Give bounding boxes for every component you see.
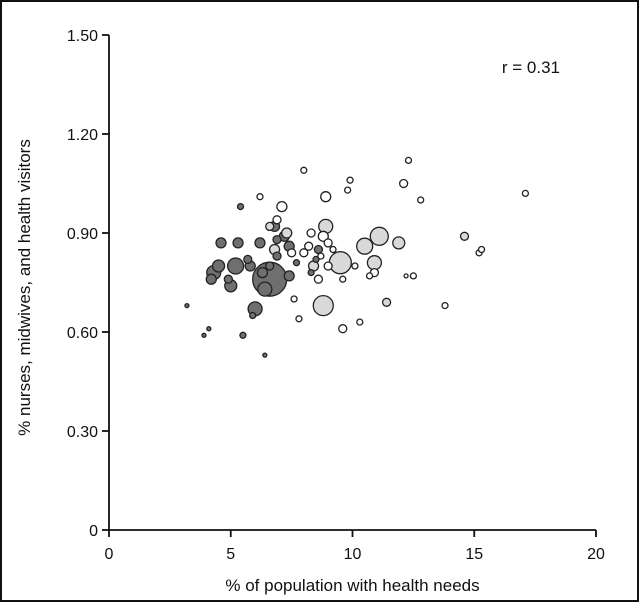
data-point-5 <box>213 260 225 272</box>
data-point-53 <box>324 239 332 247</box>
x-tick-label: 10 <box>344 546 362 563</box>
data-point-34 <box>266 222 274 230</box>
data-point-52 <box>313 296 333 316</box>
data-point-71 <box>404 274 408 278</box>
data-point-2 <box>207 327 211 331</box>
data-point-78 <box>479 247 485 253</box>
data-point-7 <box>224 275 232 283</box>
data-point-43 <box>301 167 307 173</box>
data-point-79 <box>522 190 528 196</box>
data-point-69 <box>393 237 405 249</box>
x-tick-label: 15 <box>465 546 483 563</box>
data-point-67 <box>370 227 388 245</box>
labels-layer: 0 5 10 15 20 0 0.30 0.60 0.90 1.20 1.50 % of popula… <box>15 28 605 595</box>
data-point-72 <box>406 157 412 163</box>
y-tick-label: 1.20 <box>67 127 98 144</box>
data-point-40 <box>291 296 297 302</box>
data-point-60 <box>347 177 353 183</box>
data-point-68 <box>383 298 391 306</box>
y-tick-label: 0.30 <box>67 424 98 441</box>
data-point-11 <box>237 204 243 210</box>
data-point-37 <box>277 202 287 212</box>
data-point-47 <box>314 275 322 283</box>
data-point-31 <box>308 270 314 276</box>
data-point-54 <box>324 262 332 270</box>
data-point-73 <box>410 273 416 279</box>
data-point-3 <box>206 274 216 284</box>
data-point-61 <box>352 263 358 269</box>
data-point-76 <box>461 232 469 240</box>
data-point-12 <box>240 332 246 338</box>
data-point-15 <box>250 313 256 319</box>
data-point-21 <box>266 262 274 270</box>
data-point-18 <box>257 268 267 278</box>
data-point-13 <box>244 255 252 263</box>
data-point-6 <box>216 238 226 248</box>
data-point-20 <box>258 282 272 296</box>
data-point-74 <box>418 197 424 203</box>
x-axis-title: % of population with health needs <box>225 576 479 595</box>
data-point-9 <box>228 258 244 274</box>
data-point-39 <box>288 249 296 257</box>
correlation-annotation: r = 0.31 <box>502 58 560 77</box>
data-point-0 <box>185 304 189 308</box>
data-point-44 <box>305 242 313 250</box>
data-point-38 <box>282 228 292 238</box>
y-axis-title: % nurses, midwives, and health visitors <box>15 139 34 436</box>
data-point-75 <box>442 303 448 309</box>
data-point-36 <box>273 216 281 224</box>
data-point-17 <box>255 238 265 248</box>
data-point-58 <box>340 276 346 282</box>
y-tick-label: 0.90 <box>67 226 98 243</box>
data-point-25 <box>284 271 294 281</box>
data-point-33 <box>257 194 263 200</box>
data-point-10 <box>233 238 243 248</box>
data-point-26 <box>263 353 267 357</box>
data-point-48 <box>318 253 324 259</box>
data-point-70 <box>400 180 408 188</box>
x-tick-label: 5 <box>226 546 235 563</box>
data-point-57 <box>339 325 347 333</box>
data-point-63 <box>357 238 373 254</box>
data-point-1 <box>202 333 206 337</box>
y-tick-label: 1.50 <box>67 28 98 45</box>
data-point-30 <box>314 246 322 254</box>
data-point-62 <box>357 319 363 325</box>
data-point-56 <box>329 252 351 274</box>
data-point-59 <box>345 187 351 193</box>
x-tick-label: 20 <box>587 546 605 563</box>
x-tick-label: 0 <box>105 546 114 563</box>
data-point-55 <box>330 247 336 253</box>
y-tick-label: 0 <box>89 523 98 540</box>
bubble-layer <box>185 157 528 357</box>
y-tick-label: 0.60 <box>67 325 98 342</box>
data-point-64 <box>367 273 373 279</box>
data-point-45 <box>307 229 315 237</box>
data-point-51 <box>321 192 331 202</box>
data-point-27 <box>273 236 281 244</box>
data-point-22 <box>273 252 281 260</box>
data-point-65 <box>367 256 381 270</box>
axes <box>102 35 596 537</box>
data-point-29 <box>293 260 299 266</box>
data-point-41 <box>296 316 302 322</box>
